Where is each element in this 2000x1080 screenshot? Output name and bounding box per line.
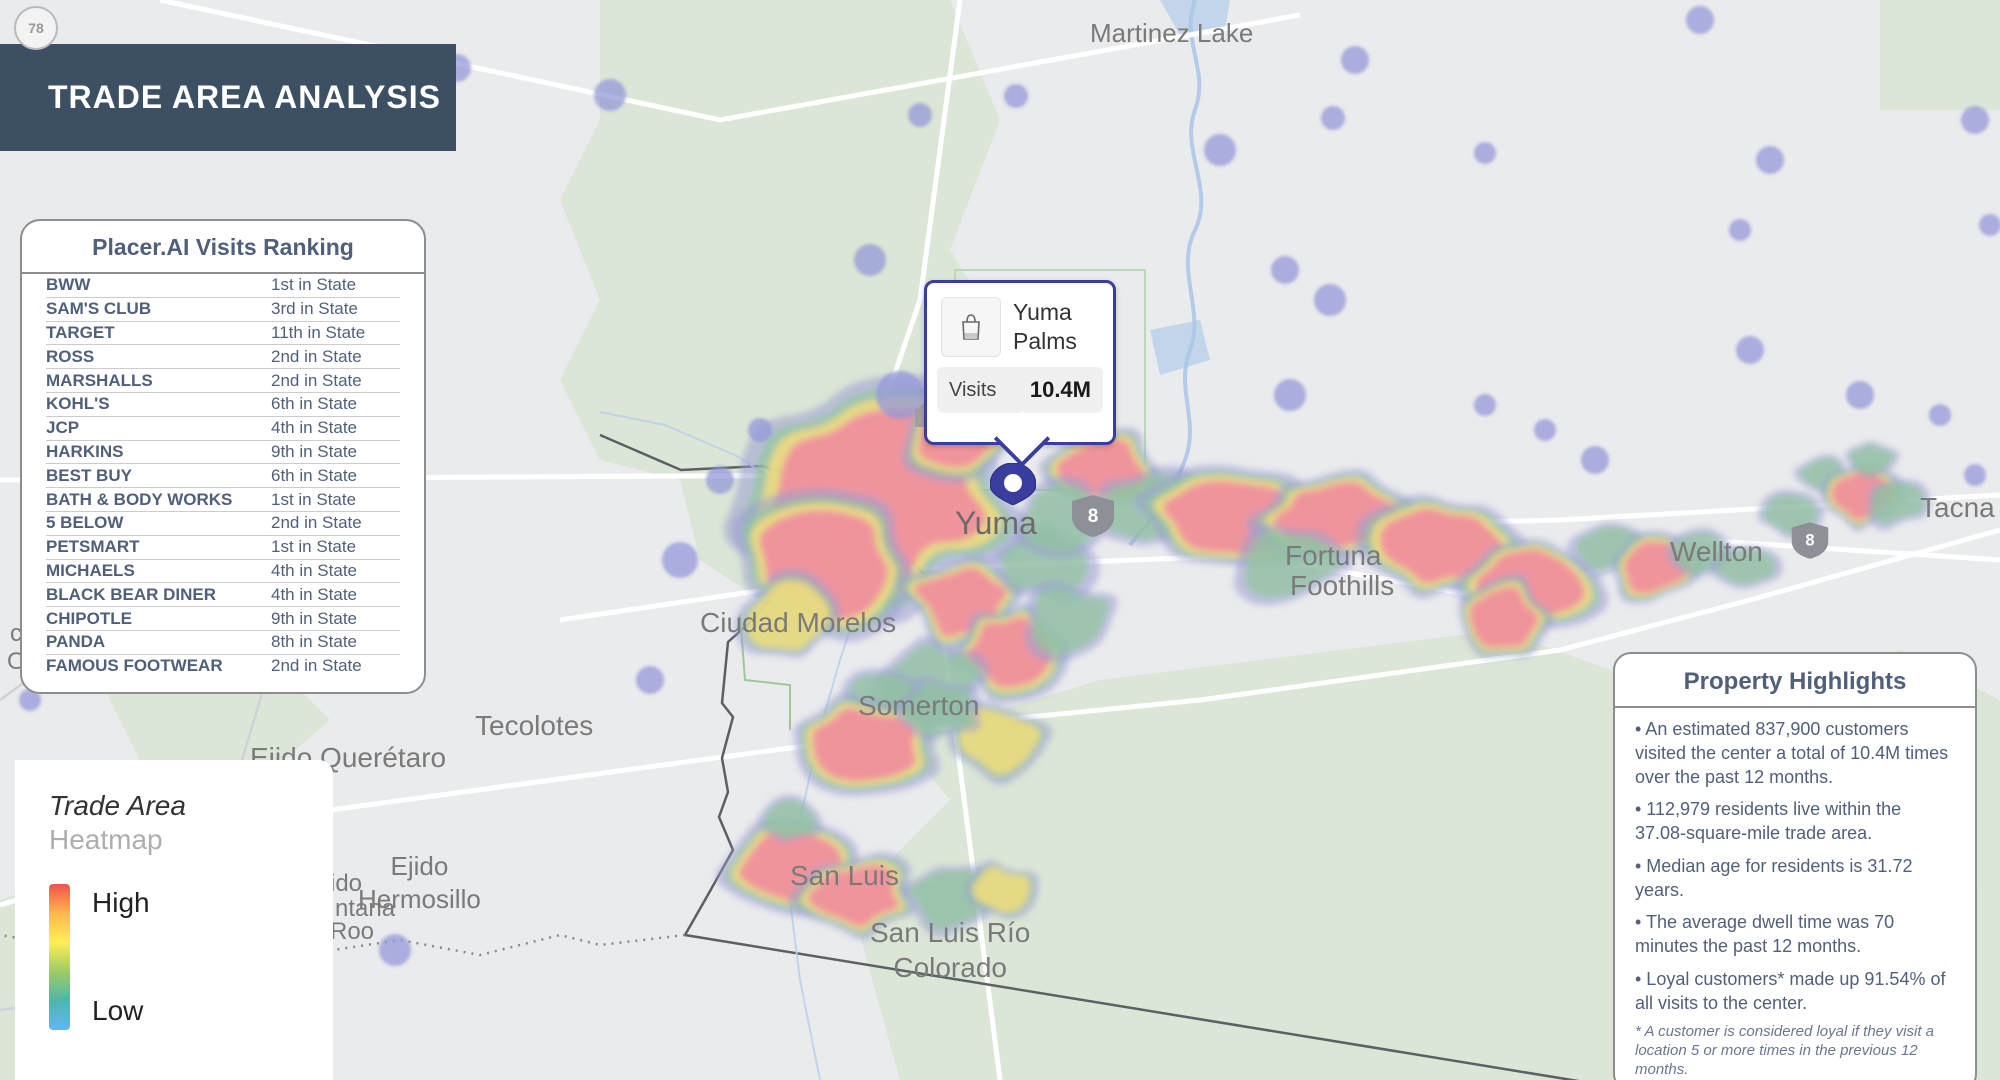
svg-text:8: 8 <box>1805 531 1814 550</box>
svg-text:8: 8 <box>1088 506 1099 527</box>
